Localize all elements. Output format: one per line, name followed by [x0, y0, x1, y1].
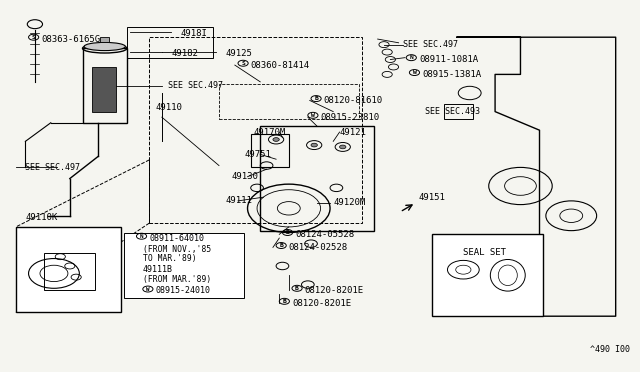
- Text: ^490 I00: ^490 I00: [590, 345, 630, 354]
- Bar: [149, 37, 362, 223]
- Text: TO MAR.'89): TO MAR.'89): [143, 254, 196, 263]
- Text: (FROM MAR.'89): (FROM MAR.'89): [143, 275, 211, 284]
- Text: 49170M: 49170M: [254, 128, 286, 137]
- Text: 49121: 49121: [340, 128, 367, 137]
- Text: 49151: 49151: [419, 193, 446, 202]
- Bar: [44, 253, 95, 290]
- Text: 49110K: 49110K: [26, 213, 58, 222]
- Text: S: S: [241, 61, 245, 66]
- Circle shape: [311, 143, 317, 147]
- Text: 49110: 49110: [156, 103, 182, 112]
- Bar: [251, 134, 289, 167]
- Text: 08911-64010: 08911-64010: [149, 234, 204, 243]
- Bar: [431, 234, 543, 316]
- Text: B: B: [314, 96, 318, 101]
- Text: B: B: [279, 243, 283, 248]
- Text: 08360-81414: 08360-81414: [251, 61, 310, 70]
- Text: 08915-24010: 08915-24010: [156, 286, 211, 295]
- Text: B: B: [282, 299, 286, 304]
- Text: SEE SEC.497: SEE SEC.497: [168, 81, 223, 90]
- Bar: [127, 27, 212, 58]
- Bar: [219, 84, 358, 119]
- Text: 08911-1081A: 08911-1081A: [419, 55, 478, 64]
- Text: SEAL SET: SEAL SET: [463, 248, 506, 257]
- Text: W: W: [311, 113, 315, 118]
- Bar: [83, 48, 127, 123]
- Text: 08120-8201E: 08120-8201E: [292, 299, 351, 308]
- Text: 08363-6165G: 08363-6165G: [41, 35, 100, 44]
- Text: 4918I: 4918I: [181, 29, 208, 38]
- Ellipse shape: [84, 42, 125, 51]
- Text: 08124-02528: 08124-02528: [289, 243, 348, 252]
- Text: (FROM NOV.,'85: (FROM NOV.,'85: [143, 245, 211, 254]
- Bar: [124, 232, 244, 298]
- Circle shape: [273, 138, 279, 141]
- Bar: [444, 104, 473, 119]
- Bar: [92, 67, 116, 112]
- Text: 08124-05528: 08124-05528: [295, 230, 355, 239]
- Text: 49120M: 49120M: [333, 198, 365, 207]
- Text: 49111B: 49111B: [143, 265, 173, 274]
- Text: 49111: 49111: [225, 196, 252, 205]
- Text: N: N: [410, 55, 413, 60]
- Text: B: B: [295, 286, 299, 291]
- Text: SEE SEC.497: SEE SEC.497: [403, 40, 458, 49]
- Text: W: W: [146, 286, 150, 292]
- Text: 08120-8201E: 08120-8201E: [305, 286, 364, 295]
- Text: 08120-81610: 08120-81610: [324, 96, 383, 105]
- Text: 49125: 49125: [225, 49, 252, 58]
- Bar: [260, 126, 374, 231]
- Text: S: S: [32, 35, 36, 40]
- Text: SEE SEC.493: SEE SEC.493: [425, 107, 480, 116]
- Text: 49751: 49751: [244, 150, 271, 159]
- Bar: [100, 37, 109, 42]
- Text: W: W: [413, 70, 417, 75]
- Text: SEE SEC.497: SEE SEC.497: [26, 163, 81, 172]
- Text: 49130: 49130: [232, 172, 259, 181]
- Text: B: B: [285, 230, 289, 235]
- Text: 08915-23810: 08915-23810: [321, 113, 380, 122]
- Bar: [16, 227, 120, 312]
- Text: 49182: 49182: [172, 49, 198, 58]
- Circle shape: [340, 145, 346, 149]
- Text: 08915-1381A: 08915-1381A: [422, 70, 481, 79]
- Text: N: N: [140, 234, 143, 239]
